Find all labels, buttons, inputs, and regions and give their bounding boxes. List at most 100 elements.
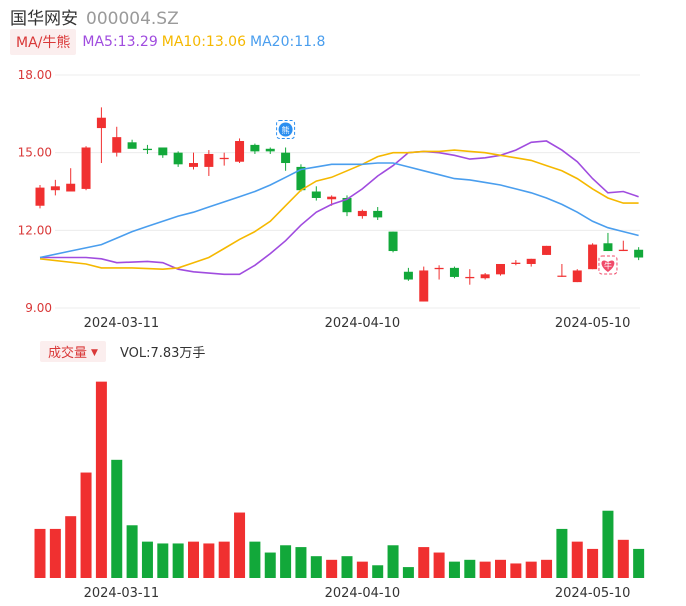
volume-bar: [341, 556, 353, 578]
candle-body: [327, 196, 337, 200]
volume-bar: [65, 516, 77, 578]
candle: [281, 147, 291, 171]
candle-body: [296, 166, 306, 191]
candle-body: [373, 210, 383, 218]
price-axis-label: 9.00: [25, 301, 52, 315]
volume-bar: [295, 547, 307, 578]
candle: [235, 138, 245, 164]
price-date-label: 2024-05-10: [555, 316, 631, 331]
candle: [112, 126, 122, 157]
candle: [357, 209, 367, 219]
ma-indicator-selector[interactable]: MA/牛熊: [10, 29, 77, 55]
candle: [173, 151, 183, 167]
candle-body: [235, 141, 245, 162]
candle-body: [557, 275, 567, 277]
candle: [496, 263, 505, 276]
bear-badge-icon: 熊: [276, 119, 296, 139]
candle: [542, 245, 552, 255]
candle: [449, 266, 459, 279]
volume-bars: [34, 381, 645, 578]
volume-date-label: 2024-05-10: [555, 586, 631, 601]
marker-frame: [276, 119, 296, 139]
volume-bar: [188, 541, 199, 578]
price-axis-label: 18.00: [18, 68, 52, 82]
marker-frame: [598, 255, 618, 275]
volume-bar: [633, 548, 645, 578]
candle-body: [542, 245, 552, 255]
volume-bar: [525, 561, 537, 578]
marker-badge: [278, 122, 293, 137]
candle: [66, 168, 76, 192]
candle: [480, 273, 490, 280]
candle: [50, 179, 60, 196]
volume-selector-label: 成交量: [48, 345, 88, 361]
volume-bar: [80, 472, 92, 578]
candle: [618, 240, 628, 252]
volume-bar: [556, 528, 568, 578]
candle-body: [35, 187, 45, 206]
price-date-axis: 2024-03-11 2024-04-10 2024-05-10: [84, 316, 631, 331]
candle-body: [434, 267, 444, 270]
candle-body: [311, 191, 321, 198]
volume-bar: [203, 543, 215, 578]
price-date-label: 2024-03-11: [84, 316, 160, 331]
marker-label: 熊: [282, 125, 290, 135]
volume-bar: [617, 539, 629, 578]
volume-bar: [264, 552, 276, 578]
candle: [588, 243, 598, 270]
volume-date-axis: 2024-03-11 2024-04-10 2024-05-10: [84, 586, 631, 601]
volume-bar: [372, 565, 384, 578]
candle-body: [419, 270, 429, 302]
candle-body: [449, 267, 459, 277]
candle-body: [173, 152, 183, 165]
volume-bar: [126, 525, 138, 578]
signal-markers: 熊牛: [276, 119, 618, 275]
candle: [219, 152, 229, 166]
stock-code: 000004.SZ: [86, 9, 179, 29]
candle-body: [204, 153, 214, 167]
candle: [526, 258, 536, 267]
candle-body: [81, 147, 91, 189]
candle-body: [480, 274, 490, 279]
volume-bar: [356, 561, 368, 578]
volume-bar: [587, 548, 599, 578]
price-axis-label: 15.00: [18, 146, 52, 160]
volume-bar: [433, 552, 445, 578]
volume-bar: [310, 556, 322, 578]
candle-body: [388, 231, 398, 252]
ma10-line: [39, 149, 639, 271]
volume-date-label: 2024-04-10: [325, 586, 401, 601]
volume-legend: 成交量 ▼ VOL:7.83万手: [40, 340, 205, 362]
candle-body: [526, 258, 536, 264]
candle-body: [127, 142, 137, 149]
volume-bar: [234, 512, 246, 578]
candle: [127, 139, 137, 149]
volume-bar: [479, 561, 491, 578]
candle-body: [96, 117, 106, 129]
volume-bar: [280, 545, 292, 578]
candle: [373, 207, 383, 220]
candle-body: [112, 137, 122, 153]
candle: [189, 152, 198, 170]
volume-bar: [49, 528, 61, 578]
candle-body: [189, 163, 198, 167]
volume-bar: [510, 563, 522, 578]
stock-header: 国华网安 000004.SZ: [10, 4, 179, 29]
marker-label: 牛: [604, 261, 612, 271]
candle-body: [342, 197, 352, 213]
volume-bar: [464, 559, 476, 578]
volume-indicator-selector[interactable]: 成交量 ▼: [40, 340, 106, 362]
candle-body: [265, 148, 275, 152]
candle-body: [250, 144, 260, 152]
candle: [96, 107, 106, 164]
price-date-label: 2024-04-10: [325, 316, 401, 331]
candle-body: [403, 271, 413, 280]
volume-bar: [172, 543, 184, 578]
ma20-line: [39, 162, 639, 259]
candlestick-series: [35, 107, 644, 302]
volume-bar: [602, 510, 614, 578]
candle: [158, 147, 168, 158]
candle: [557, 263, 567, 277]
candle-body: [158, 147, 168, 156]
